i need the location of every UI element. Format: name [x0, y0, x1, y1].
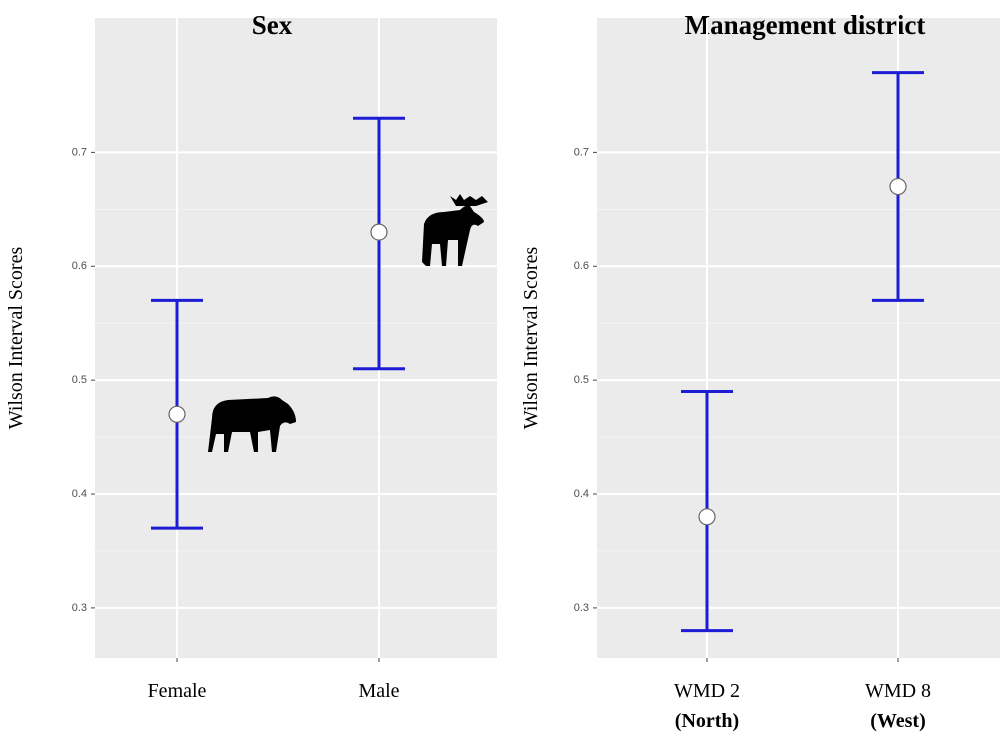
y-axis-label: Wilson Interval Scores	[5, 247, 27, 430]
x-tick-note: (West)	[870, 710, 926, 732]
y-tick-label: 0.7	[72, 146, 87, 158]
y-tick-label: 0.6	[72, 260, 87, 272]
chart-title: Sex	[252, 10, 293, 40]
chart-title: Management district	[685, 10, 926, 40]
x-tick-note: (North)	[675, 710, 739, 732]
y-axis-label: Wilson Interval Scores	[520, 247, 542, 430]
panel-background	[95, 18, 497, 658]
y-tick-label: 0.4	[72, 488, 87, 500]
point	[699, 509, 715, 525]
point	[169, 406, 185, 422]
x-tick-label: WMD 8	[865, 680, 931, 702]
y-tick-label: 0.5	[574, 374, 589, 386]
y-tick-label: 0.6	[574, 260, 589, 272]
x-tick-label: Female	[148, 680, 207, 702]
point	[890, 179, 906, 195]
y-tick-label: 0.5	[72, 374, 87, 386]
panel-background	[597, 18, 1000, 658]
y-tick-label: 0.3	[72, 602, 87, 614]
figure: Sex Wilson Interval Scores 0.3 0.4 0.5 0.6 0.7…	[0, 0, 1000, 736]
x-tick-label: Male	[358, 680, 399, 702]
y-tick-label: 0.7	[574, 146, 589, 158]
y-tick-label: 0.4	[574, 488, 589, 500]
x-tick-label: WMD 2	[674, 680, 740, 702]
point	[371, 224, 387, 240]
y-tick-label: 0.3	[574, 602, 589, 614]
